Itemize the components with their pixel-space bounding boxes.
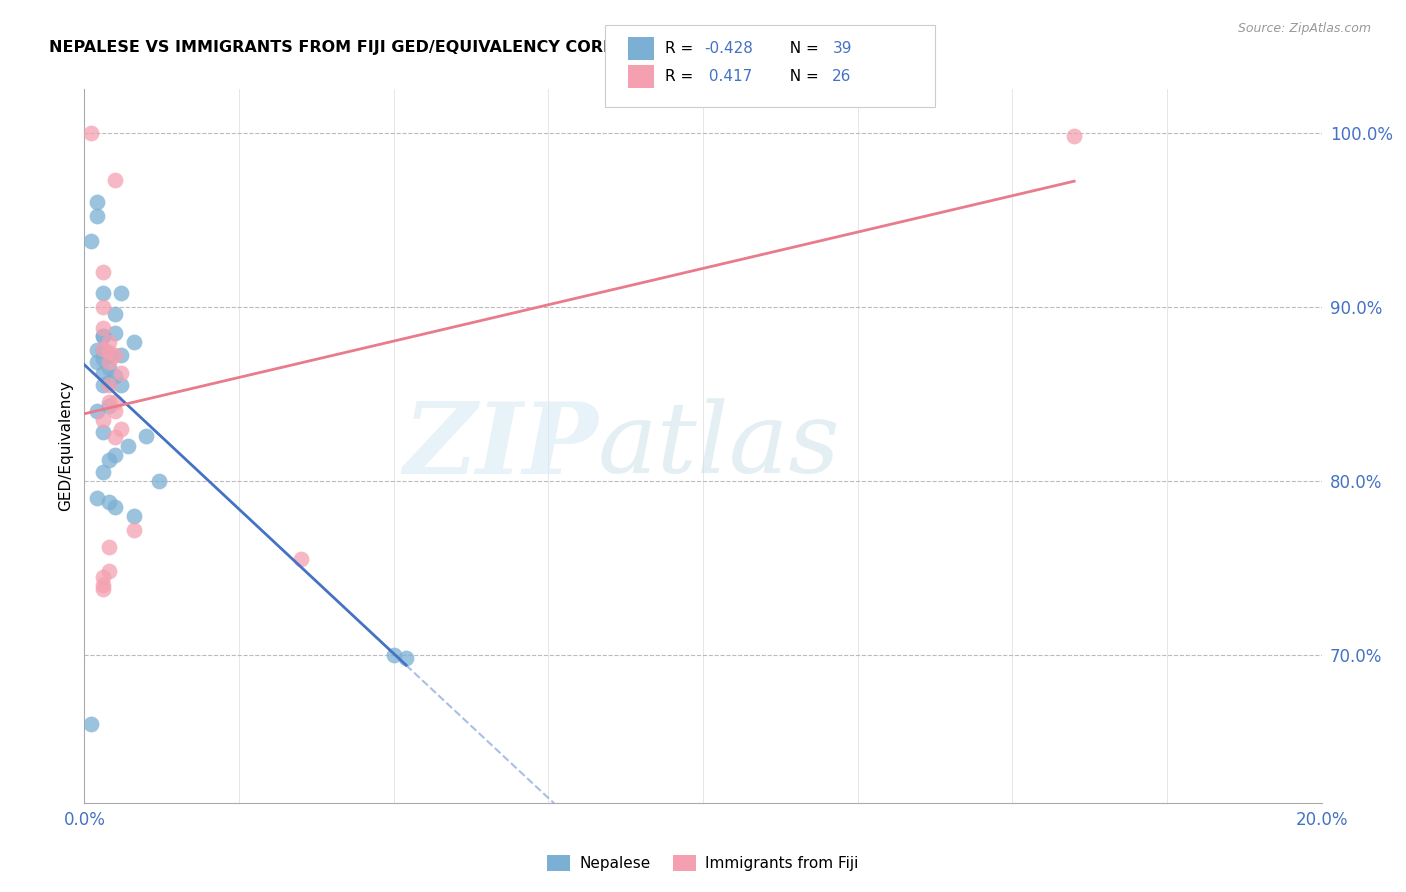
- Point: [86, 195, 108, 210]
- Point: [91, 578, 114, 592]
- Point: [91, 413, 114, 427]
- Point: [91, 366, 114, 380]
- Point: [79, 717, 101, 731]
- Point: [1063, 129, 1085, 144]
- Point: [110, 421, 132, 435]
- Point: [98, 564, 121, 578]
- Point: [98, 395, 121, 409]
- Point: [110, 349, 132, 363]
- Point: [98, 355, 121, 369]
- Point: [104, 307, 127, 321]
- Point: [98, 378, 121, 392]
- Point: [91, 425, 114, 439]
- Point: [104, 395, 127, 409]
- Point: [91, 351, 114, 366]
- Point: [91, 265, 114, 279]
- Point: [98, 334, 121, 349]
- Point: [117, 439, 139, 453]
- Point: [79, 234, 101, 248]
- Point: [86, 343, 108, 358]
- Point: [104, 326, 127, 340]
- Point: [104, 349, 127, 363]
- Point: [91, 378, 114, 392]
- Text: R =: R =: [665, 70, 699, 84]
- Point: [110, 378, 132, 392]
- Text: 26: 26: [832, 70, 852, 84]
- Text: N =: N =: [780, 70, 824, 84]
- Point: [79, 126, 101, 140]
- Legend: Nepalese, Immigrants from Fiji: Nepalese, Immigrants from Fiji: [541, 849, 865, 877]
- Point: [98, 349, 121, 363]
- Text: 0.417: 0.417: [704, 70, 752, 84]
- Point: [91, 582, 114, 596]
- Point: [104, 404, 127, 418]
- Text: NEPALESE VS IMMIGRANTS FROM FIJI GED/EQUIVALENCY CORRELATION CHART: NEPALESE VS IMMIGRANTS FROM FIJI GED/EQU…: [49, 40, 758, 55]
- Point: [122, 508, 145, 523]
- Point: [395, 651, 418, 665]
- Text: R =: R =: [665, 41, 699, 55]
- Point: [98, 453, 121, 467]
- Text: Source: ZipAtlas.com: Source: ZipAtlas.com: [1237, 22, 1371, 36]
- Point: [122, 334, 145, 349]
- Point: [98, 349, 121, 363]
- Point: [86, 355, 108, 369]
- Point: [110, 285, 132, 300]
- Point: [98, 399, 121, 413]
- Text: ZIP: ZIP: [404, 398, 598, 494]
- Point: [110, 366, 132, 380]
- Point: [104, 430, 127, 444]
- Text: N =: N =: [780, 41, 824, 55]
- Point: [91, 285, 114, 300]
- Point: [98, 540, 121, 554]
- Point: [86, 404, 108, 418]
- Text: atlas: atlas: [598, 399, 841, 493]
- Point: [91, 343, 114, 358]
- Point: [86, 209, 108, 223]
- Text: 39: 39: [832, 41, 852, 55]
- Point: [382, 648, 405, 662]
- Point: [104, 500, 127, 514]
- Point: [135, 428, 157, 442]
- Point: [104, 448, 127, 462]
- Point: [91, 329, 114, 343]
- Point: [104, 172, 127, 186]
- Point: [122, 523, 145, 537]
- Point: [91, 569, 114, 583]
- Point: [98, 375, 121, 389]
- Y-axis label: GED/Equivalency: GED/Equivalency: [58, 381, 73, 511]
- Point: [91, 329, 114, 343]
- Point: [104, 369, 127, 384]
- Point: [91, 300, 114, 314]
- Point: [86, 491, 108, 506]
- Point: [98, 360, 121, 375]
- Text: -0.428: -0.428: [704, 41, 754, 55]
- Point: [148, 474, 170, 488]
- Point: [98, 494, 121, 508]
- Point: [91, 320, 114, 334]
- Point: [290, 552, 312, 566]
- Point: [91, 342, 114, 356]
- Point: [91, 465, 114, 479]
- Point: [98, 345, 121, 359]
